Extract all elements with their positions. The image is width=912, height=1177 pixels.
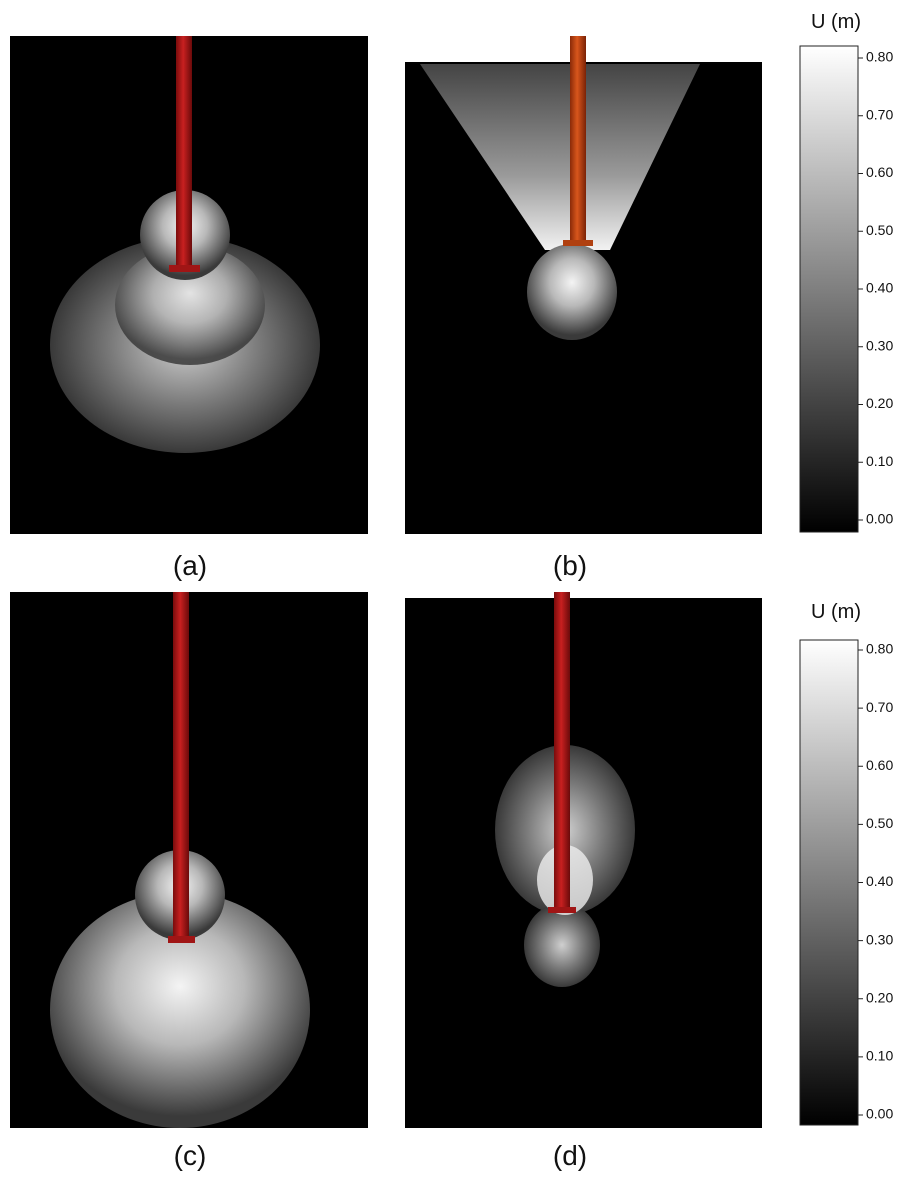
colorbar-tick-label: 0.00 bbox=[866, 1106, 893, 1122]
colorbar-tick-label: 0.30 bbox=[866, 337, 893, 353]
panel-c bbox=[10, 592, 368, 1128]
colorbar-tick-label: 0.50 bbox=[866, 222, 893, 238]
colorbar-tick-label: 0.70 bbox=[866, 699, 893, 715]
panel-d bbox=[405, 592, 762, 1128]
colorbar-tick-label: 0.60 bbox=[866, 757, 893, 773]
colorbar-tick-label: 0.20 bbox=[866, 395, 893, 411]
colorbar bbox=[799, 639, 859, 1126]
colorbar-title: U (m) bbox=[811, 601, 861, 623]
colorbar-tick-label: 0.30 bbox=[866, 931, 893, 947]
colorbar-tick-label: 0.70 bbox=[866, 106, 893, 122]
colorbar-tick-label: 0.10 bbox=[866, 453, 893, 469]
panel-label: (a) bbox=[173, 550, 207, 581]
panel-label: (d) bbox=[553, 1140, 587, 1171]
panel-a bbox=[10, 36, 368, 534]
panel-b bbox=[405, 36, 762, 534]
panel-label: (b) bbox=[553, 550, 587, 581]
panel-label: (c) bbox=[174, 1140, 207, 1171]
colorbar-tick-label: 0.80 bbox=[866, 641, 893, 657]
colorbar-tick-label: 0.20 bbox=[866, 989, 893, 1005]
colorbar-tick-label: 0.00 bbox=[866, 511, 893, 527]
colorbar-title: U (m) bbox=[811, 11, 861, 33]
colorbar-tick-label: 0.60 bbox=[866, 164, 893, 180]
colorbar bbox=[799, 45, 859, 533]
colorbar-tick-label: 0.40 bbox=[866, 280, 893, 296]
colorbar-tick-label: 0.40 bbox=[866, 873, 893, 889]
colorbar-tick-label: 0.50 bbox=[866, 815, 893, 831]
colorbar-tick-label: 0.10 bbox=[866, 1048, 893, 1064]
colorbar-tick-label: 0.80 bbox=[866, 49, 893, 65]
